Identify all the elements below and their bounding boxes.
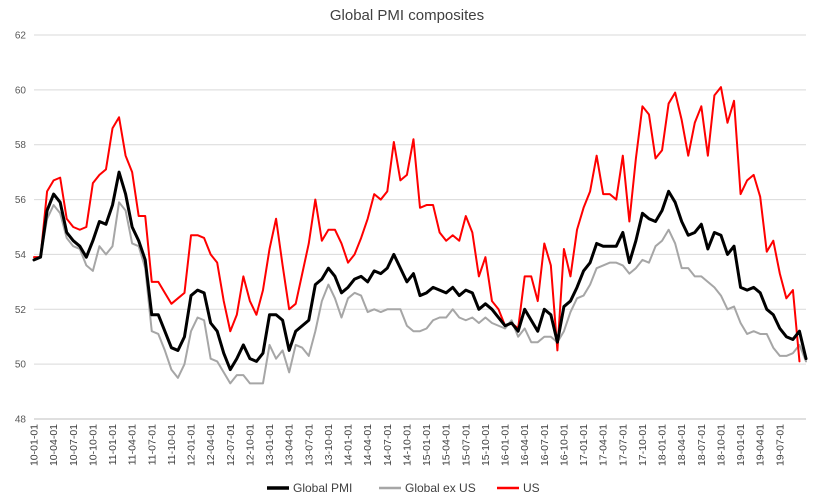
x-tick-label: 17-10-01 — [637, 424, 649, 466]
legend: Global PMI Global ex US US — [267, 481, 540, 495]
x-tick-label: 15-04-01 — [441, 424, 453, 466]
x-tick-label: 17-01-01 — [578, 424, 590, 466]
x-tick-label: 11-01-01 — [107, 424, 119, 465]
y-tick-label: 62 — [15, 31, 27, 42]
x-tick-label: 10-07-01 — [68, 424, 80, 466]
x-tick-label: 18-10-01 — [715, 424, 727, 466]
y-tick-label: 48 — [15, 415, 27, 426]
y-tick-label: 50 — [15, 360, 27, 371]
x-tick-label: 16-07-01 — [539, 424, 551, 466]
series-lines — [32, 86, 808, 385]
x-tick-label: 17-04-01 — [598, 424, 610, 466]
series-line-global-pmi — [32, 170, 808, 372]
x-tick-label: 12-10-01 — [244, 424, 256, 466]
y-tick-label: 56 — [15, 195, 27, 206]
x-tick-label: 13-07-01 — [303, 424, 315, 466]
x-tick-label: 18-04-01 — [676, 424, 688, 466]
y-tick-label: 60 — [15, 85, 27, 96]
x-tick-label: 11-07-01 — [146, 424, 158, 465]
y-axis-ticks: 48 50 52 54 56 58 60 62 — [15, 31, 27, 426]
x-tick-label: 16-04-01 — [519, 424, 531, 466]
x-tick-label: 10-01-01 — [29, 424, 41, 466]
x-tick-label: 12-01-01 — [186, 424, 198, 466]
x-tick-label: 16-10-01 — [558, 424, 570, 466]
x-tick-label: 14-04-01 — [362, 424, 374, 466]
legend-label: US — [523, 481, 540, 495]
chart-title: Global PMI composites — [330, 7, 484, 24]
x-tick-label: 14-01-01 — [343, 424, 355, 466]
y-tick-label: 52 — [15, 305, 27, 316]
x-tick-label: 12-07-01 — [225, 424, 237, 466]
x-tick-label: 18-01-01 — [657, 424, 669, 466]
x-tick-label: 10-10-01 — [87, 424, 99, 466]
gridlines — [34, 34, 806, 420]
series-line-us — [33, 86, 801, 363]
y-tick-label: 54 — [15, 250, 27, 261]
x-tick-label: 17-07-01 — [617, 424, 629, 466]
x-tick-label: 14-10-01 — [401, 424, 413, 466]
x-axis-ticks: 10-01-01 10-04-01 10-07-01 10-10-01 11-01-01… — [29, 418, 806, 466]
x-tick-label: 13-10-01 — [323, 424, 335, 466]
x-tick-label: 19-04-01 — [755, 424, 767, 466]
x-tick-label: 13-04-01 — [284, 424, 296, 466]
y-tick-label: 58 — [15, 140, 27, 151]
x-tick-label: 11-04-01 — [127, 424, 139, 465]
legend-label: Global ex US — [405, 481, 476, 495]
legend-label: Global PMI — [293, 481, 352, 495]
x-tick-label: 15-07-01 — [460, 424, 472, 466]
x-tick-label: 13-01-01 — [264, 424, 276, 466]
x-tick-label: 14-07-01 — [382, 424, 394, 466]
x-tick-label: 18-07-01 — [696, 424, 708, 466]
x-tick-label: 19-01-01 — [735, 424, 747, 466]
x-tick-label: 16-01-01 — [500, 424, 512, 466]
x-tick-label: 15-10-01 — [480, 424, 492, 466]
x-tick-label: 15-01-01 — [421, 424, 433, 466]
x-tick-label: 19-07-01 — [774, 424, 786, 466]
series-line-global-ex-us — [33, 201, 807, 385]
x-tick-label: 11-10-01 — [166, 424, 178, 465]
x-tick-label: 10-04-01 — [48, 424, 60, 466]
x-tick-label: 12-04-01 — [205, 424, 217, 466]
